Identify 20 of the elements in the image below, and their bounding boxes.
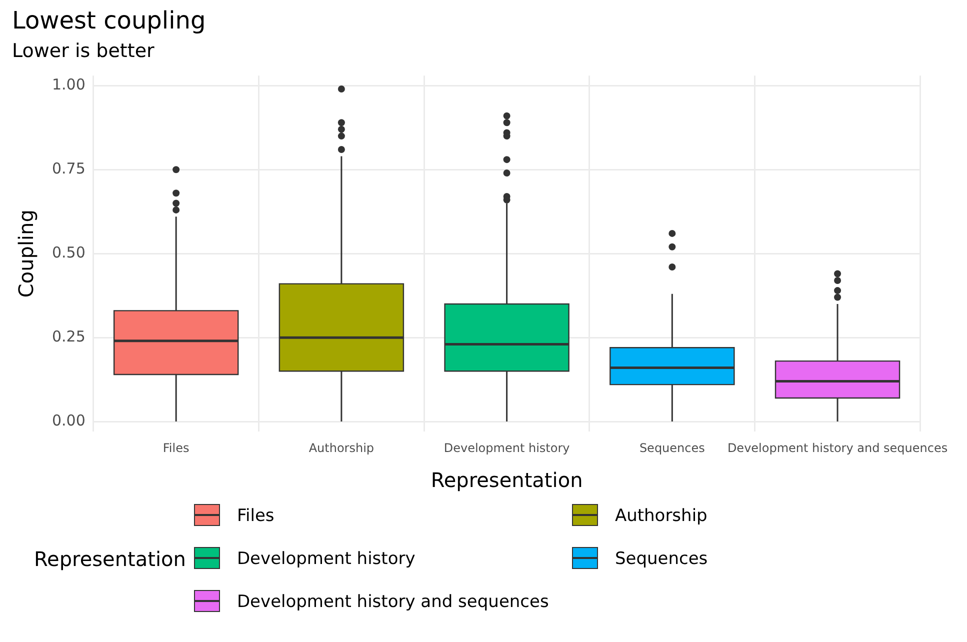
legend-label: Development history [236,548,416,568]
legend-label: Sequences [614,548,708,568]
y-tick-label: 0.50 [52,243,86,262]
legend-label: Authorship [614,506,708,526]
x-tick-label: Authorship [308,440,374,455]
chart-subtitle: Lower is better [12,40,155,62]
legend-title: Representation [34,546,186,570]
y-tick-label: 1.00 [52,76,86,94]
y-tick-label: 0.00 [52,411,86,430]
y-tick-label: 0.75 [52,160,86,178]
y-axis-title: Coupling [14,210,38,298]
x-tick-label: Development history and sequences [727,440,948,455]
x-tick-label: Development history [444,440,570,455]
legend-label: Files [236,506,274,526]
chart-title: Lowest coupling [12,6,206,35]
legend-label: Development history and sequences [236,592,549,612]
x-axis-title: Representation [430,468,583,492]
x-tick-label: Files [162,440,190,455]
x-tick-label: Sequences [639,440,705,455]
y-tick-label: 0.25 [52,327,86,346]
